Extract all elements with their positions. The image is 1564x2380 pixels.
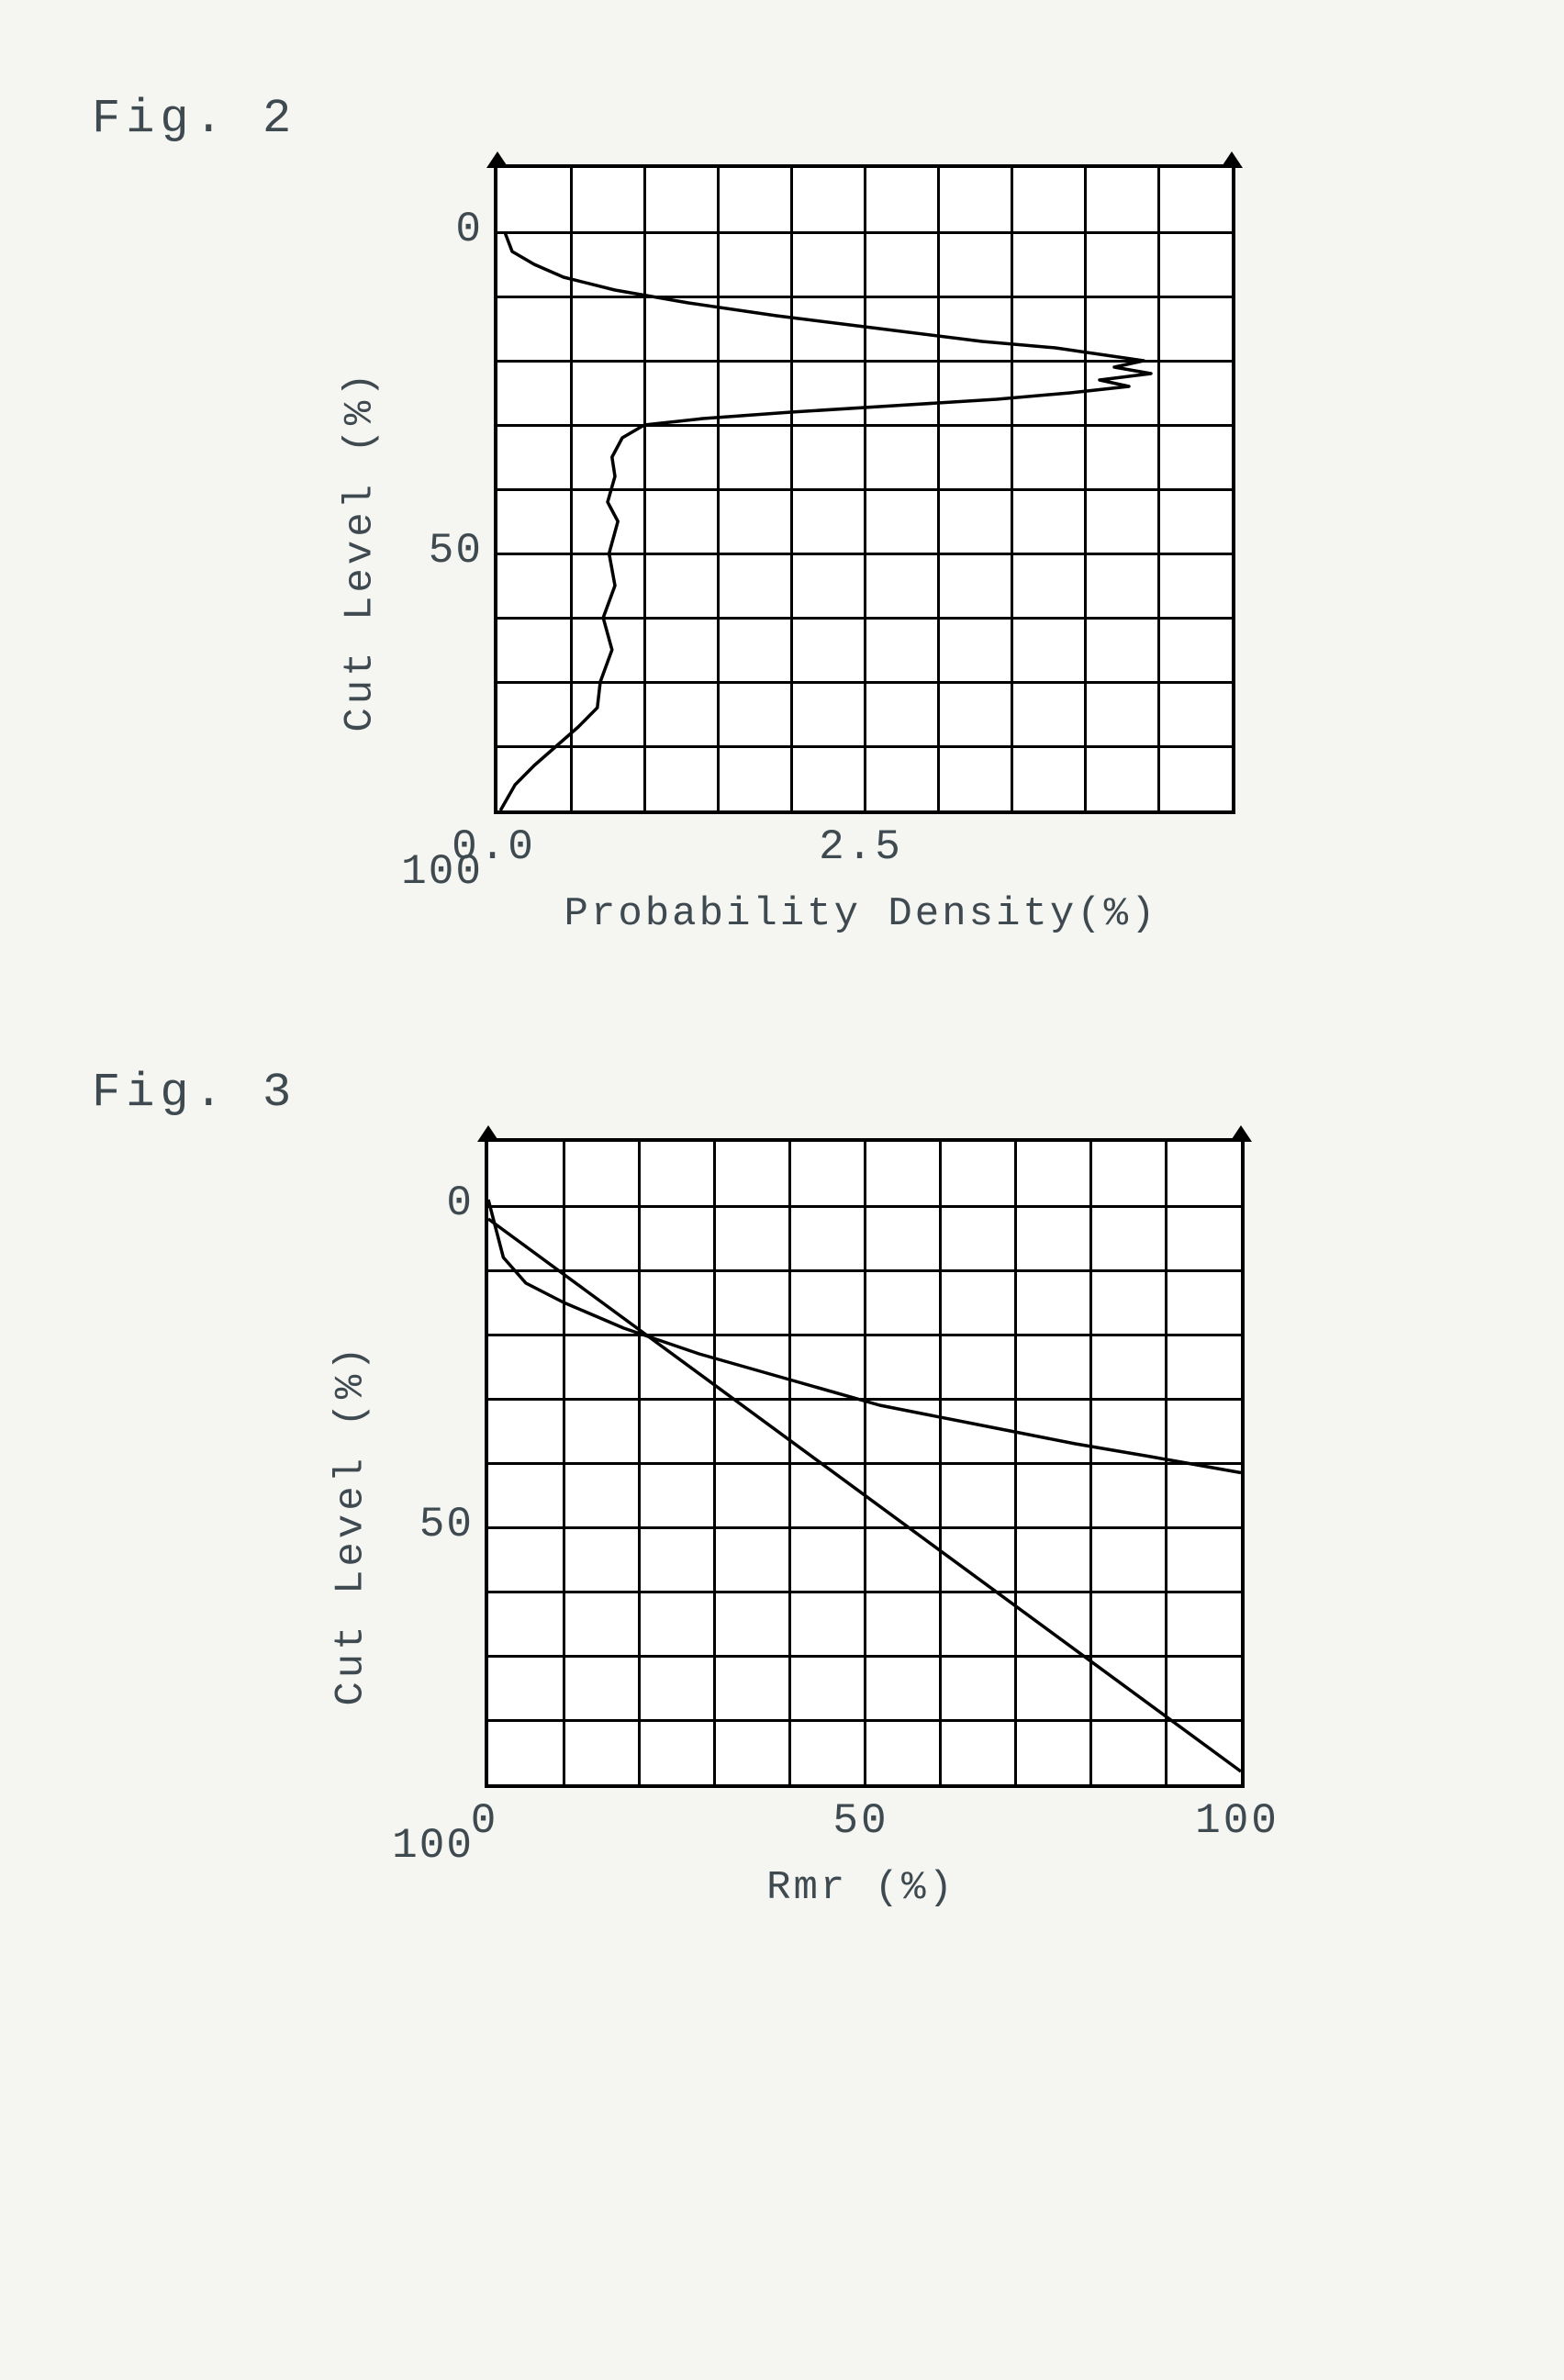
- data-series: [488, 1219, 1241, 1771]
- y-tick-label: 0: [455, 206, 483, 253]
- figure-2-chart: Cut Level (%) 050100 0.02.5 Probability …: [73, 164, 1491, 937]
- data-series: [500, 232, 1151, 810]
- figure-2-xlabel: Probability Density(%): [494, 891, 1228, 937]
- figure-2-plot-area: [494, 164, 1235, 814]
- y-tick-label: 50: [429, 527, 483, 575]
- figure-3-chart: Cut Level (%) 050100 050100 Rmr (%): [73, 1138, 1491, 1911]
- data-series: [488, 1200, 1241, 1473]
- figure-2-title: Fig. 2: [92, 92, 1491, 146]
- x-tick-label: 100: [1195, 1797, 1279, 1845]
- figure-3-title: Fig. 3: [92, 1066, 1491, 1120]
- y-tick-label: 0: [446, 1179, 474, 1227]
- y-tick-label: 100: [392, 1822, 474, 1870]
- figure-3-ylabel: Cut Level (%): [329, 1343, 374, 1705]
- x-tick-label: 50: [832, 1797, 888, 1845]
- figure-3-plot-area: [485, 1138, 1245, 1788]
- x-tick-label: 0: [471, 1797, 499, 1845]
- figure-2: Fig. 2 Cut Level (%) 050100 0.02.5 Proba…: [73, 92, 1491, 937]
- figure-2-top-marker-right: [1221, 151, 1243, 168]
- figure-2-ylabel: Cut Level (%): [338, 369, 384, 732]
- x-tick-label: 2.5: [819, 823, 903, 871]
- figure-2-top-marker-left: [486, 151, 508, 168]
- figure-2-ylabel-col: Cut Level (%): [329, 528, 393, 574]
- figure-2-yticks: 050100: [393, 229, 494, 872]
- figure-3-top-marker-right: [1230, 1125, 1252, 1142]
- y-tick-label: 50: [419, 1501, 474, 1548]
- figure-3-ylabel-col: Cut Level (%): [319, 1502, 384, 1548]
- figure-3-yticks: 050100: [384, 1203, 485, 1846]
- figure-2-xticks: 0.02.5: [494, 814, 1228, 888]
- x-tick-label: 0.0: [452, 823, 536, 871]
- figure-3: Fig. 3 Cut Level (%) 050100 050100 Rmr (…: [73, 1066, 1491, 1911]
- chart-svg: [497, 168, 1232, 810]
- figure-3-xlabel: Rmr (%): [485, 1865, 1237, 1911]
- figure-3-top-marker-left: [477, 1125, 499, 1142]
- figure-3-xticks: 050100: [485, 1788, 1237, 1861]
- chart-svg: [488, 1142, 1241, 1784]
